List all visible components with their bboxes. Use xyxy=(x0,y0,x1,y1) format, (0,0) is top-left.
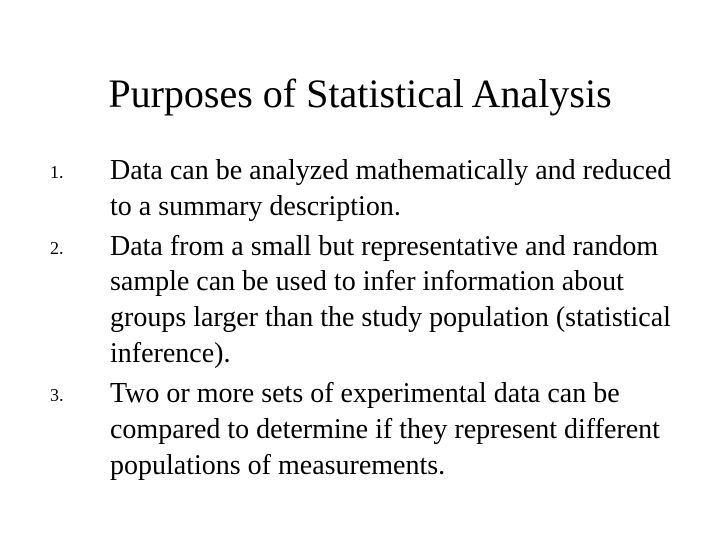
list-marker: 1. xyxy=(40,153,110,184)
list-item: 2. Data from a small but representative … xyxy=(40,229,680,372)
list-item: 1. Data can be analyzed mathematically a… xyxy=(40,153,680,225)
ordered-list: 1. Data can be analyzed mathematically a… xyxy=(40,153,680,483)
list-item-text: Two or more sets of experimental data ca… xyxy=(110,376,680,483)
list-item: 3. Two or more sets of experimental data… xyxy=(40,376,680,483)
list-item-text: Data can be analyzed mathematically and … xyxy=(110,153,680,225)
list-marker: 2. xyxy=(40,229,110,260)
slide: Purposes of Statistical Analysis 1. Data… xyxy=(0,0,720,540)
list-marker: 3. xyxy=(40,376,110,407)
list-item-text: Data from a small but representative and… xyxy=(110,229,680,372)
slide-title: Purposes of Statistical Analysis xyxy=(40,70,680,117)
